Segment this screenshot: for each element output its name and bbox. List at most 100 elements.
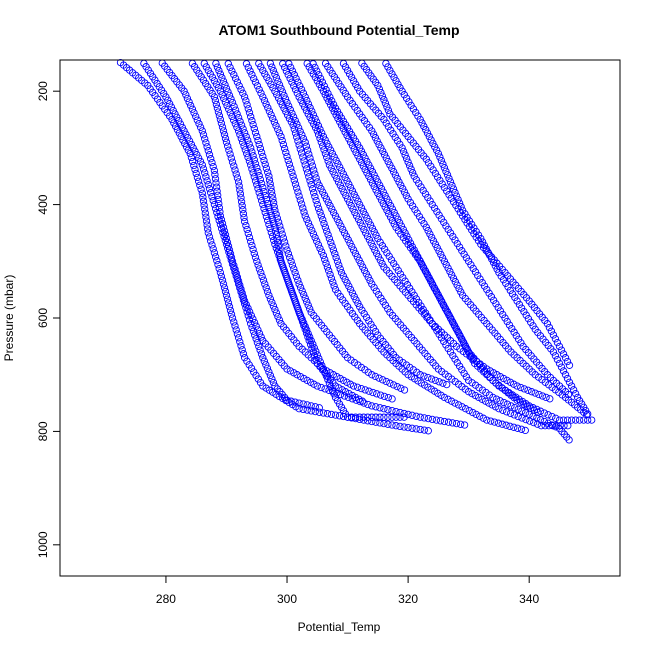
data-point: [288, 78, 296, 86]
data-point: [225, 146, 233, 154]
data-point: [410, 246, 418, 254]
data-point: [362, 229, 370, 237]
data-point: [522, 415, 530, 424]
data-point: [548, 421, 556, 429]
data-point: [390, 73, 398, 81]
data-point: [238, 138, 247, 146]
data-point: [369, 130, 378, 138]
data-point: [328, 149, 337, 158]
data-point: [239, 210, 248, 218]
data-point: [312, 196, 320, 205]
data-point: [271, 305, 279, 314]
data-point: [202, 213, 210, 221]
data-point: [204, 229, 212, 237]
data-point: [420, 426, 428, 434]
data-point: [420, 220, 428, 228]
data-point: [461, 405, 470, 413]
data-point: [368, 371, 376, 379]
data-point: [511, 293, 519, 302]
data-point: [358, 397, 367, 405]
data-point: [372, 186, 380, 194]
data-point: [226, 63, 234, 72]
data-point: [431, 169, 440, 178]
data-point: [514, 412, 522, 421]
data-point: [208, 193, 216, 201]
data-point: [502, 421, 510, 429]
data-point: [255, 342, 263, 351]
data-point: [365, 387, 373, 395]
data-point: [389, 381, 398, 389]
data-point: [203, 177, 211, 185]
data-point: [368, 127, 376, 135]
data-point: [424, 227, 432, 235]
data-point: [292, 74, 300, 83]
data-point: [278, 88, 287, 96]
data-point: [236, 190, 245, 198]
data-point: [580, 416, 588, 424]
data-point: [389, 168, 398, 176]
data-point: [461, 341, 469, 349]
data-point: [564, 422, 572, 430]
data-point: [409, 105, 418, 113]
data-point: [377, 144, 385, 152]
data-point: [454, 401, 463, 409]
data-point: [396, 422, 404, 431]
data-point: [204, 66, 212, 75]
data-point: [239, 125, 247, 133]
data-point: [365, 317, 373, 325]
data-point: [384, 122, 393, 131]
data-point: [179, 136, 187, 144]
data-point: [202, 139, 210, 147]
data-point: [248, 165, 256, 173]
data-point: [399, 147, 408, 156]
data-point: [492, 395, 501, 403]
data-point: [389, 130, 397, 138]
data-point: [356, 413, 364, 421]
data-point: [388, 205, 397, 213]
data-point: [198, 127, 206, 135]
data-point: [214, 108, 223, 116]
data-point: [493, 265, 501, 273]
data-point: [440, 218, 448, 226]
data-point: [518, 414, 526, 422]
data-point: [200, 201, 208, 209]
data-point: [445, 310, 453, 319]
data-point: [393, 174, 401, 183]
data-point: [350, 145, 358, 153]
data-point: [434, 290, 442, 298]
data-point: [234, 334, 243, 342]
data-point: [305, 150, 313, 158]
data-point: [248, 117, 256, 125]
data-point: [384, 393, 392, 402]
data-point: [275, 246, 283, 254]
data-point: [300, 321, 308, 330]
data-point: [552, 423, 560, 431]
data-point: [211, 171, 219, 179]
data-point: [304, 333, 312, 341]
y-axis: 200 400 600 800 1000: [36, 81, 60, 558]
data-point: [319, 409, 328, 417]
data-point: [552, 414, 560, 422]
data-point: [292, 272, 301, 281]
data-point: [274, 218, 283, 226]
data-point: [275, 81, 284, 89]
data-point: [291, 180, 300, 188]
data-point: [279, 234, 288, 242]
data-point: [253, 338, 262, 347]
data-point: [240, 217, 249, 226]
data-point: [267, 211, 275, 220]
data-point: [334, 114, 342, 123]
data-point: [471, 268, 480, 276]
data-point: [431, 240, 440, 248]
data-point: [357, 158, 366, 167]
data-point: [219, 77, 228, 85]
data-point: [304, 100, 313, 108]
data-point: [316, 208, 324, 216]
data-point: [213, 257, 221, 265]
data-point: [262, 100, 270, 108]
data-point: [300, 157, 308, 165]
data-point: [265, 107, 274, 115]
data-point: [311, 170, 319, 178]
data-point: [203, 143, 211, 151]
data-point: [556, 422, 564, 430]
